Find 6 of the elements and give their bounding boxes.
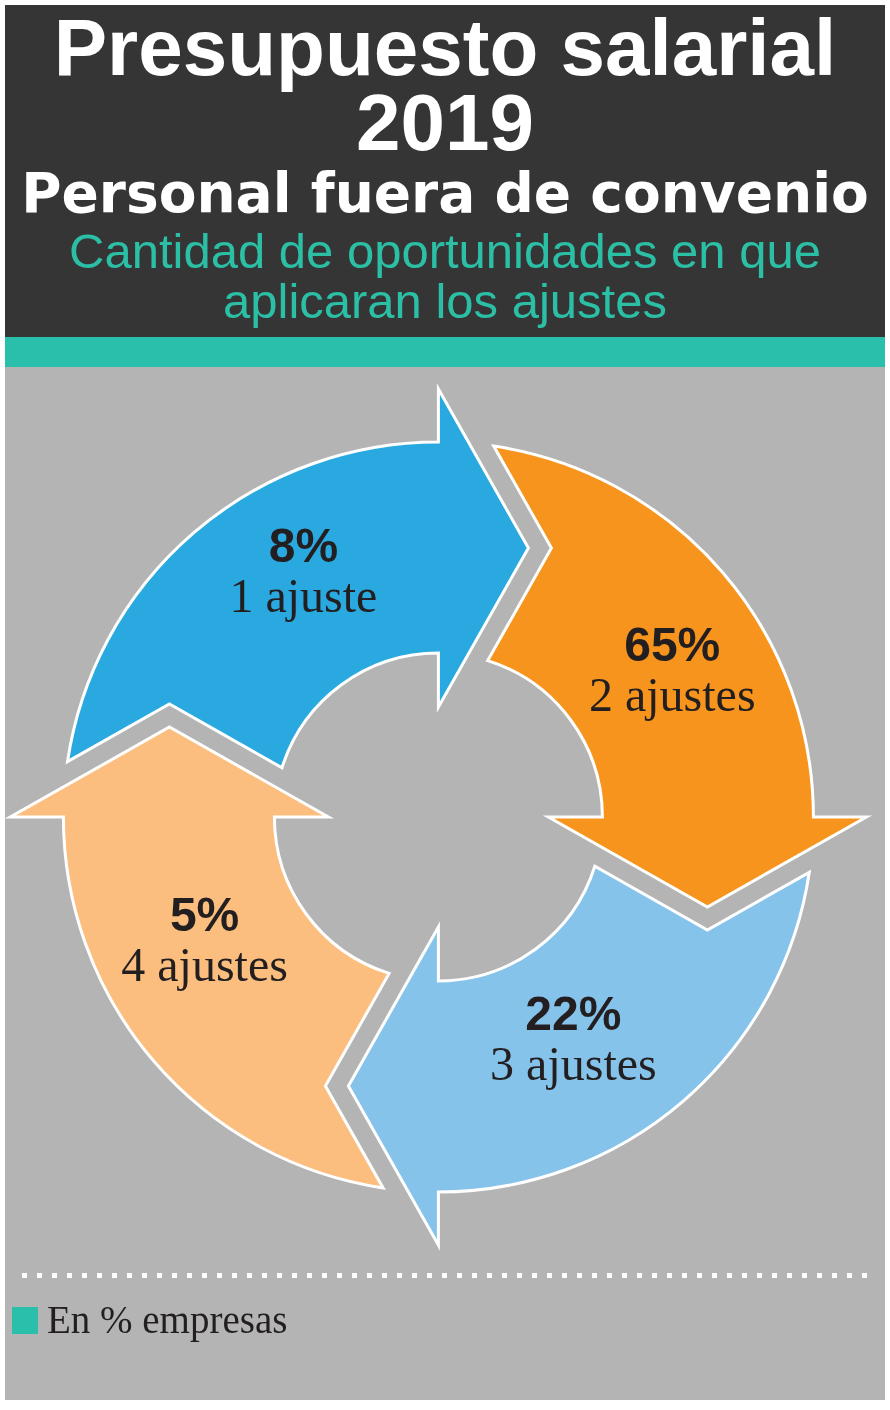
data-label: 5% — [169, 888, 240, 941]
data-label: 65% — [624, 618, 721, 671]
text: Cantidad de oportunidades en que aplicaran los ajustes — [68, 224, 822, 328]
category-label: 2 ajustes — [588, 668, 756, 721]
category-label: 4 ajustes — [121, 938, 288, 991]
text: En % empresas — [47, 1297, 288, 1343]
